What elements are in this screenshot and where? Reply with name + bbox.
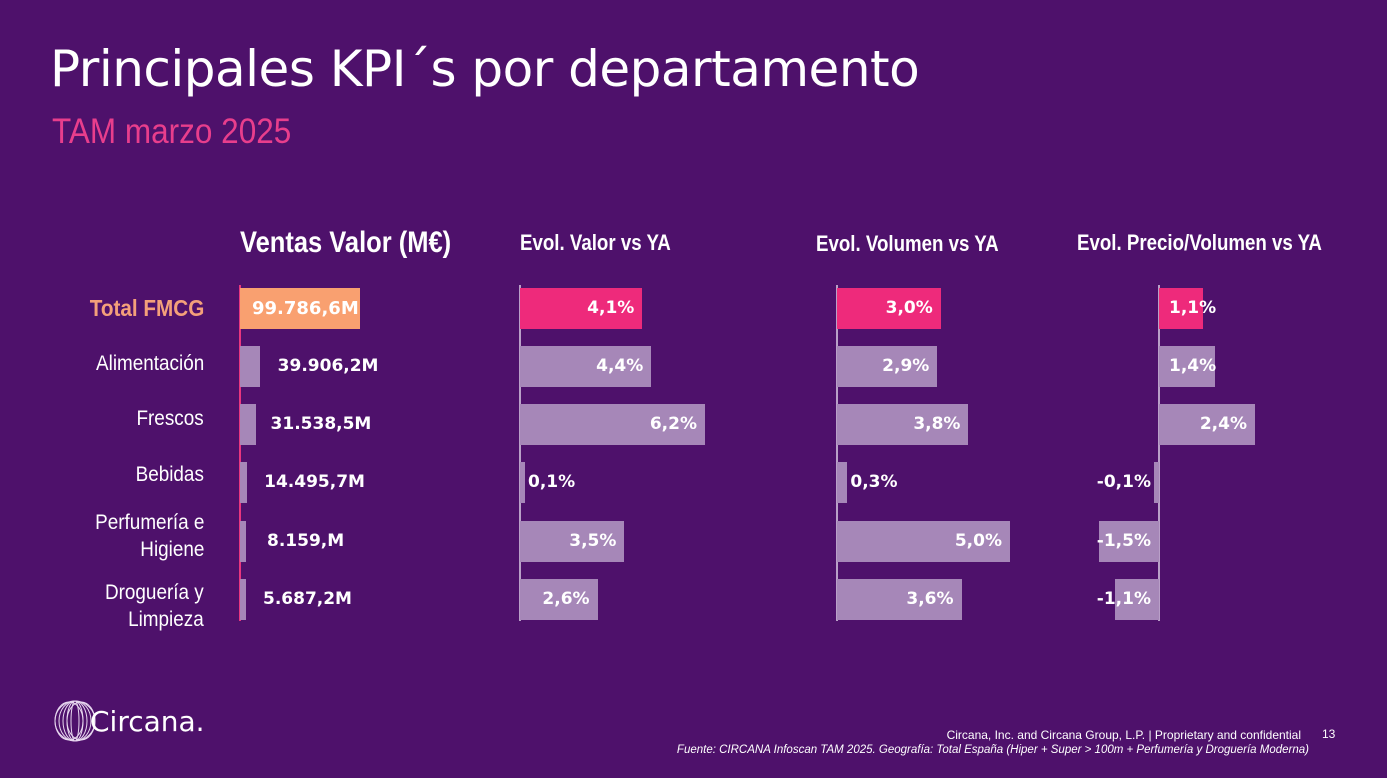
bar-evol-precio — [1099, 521, 1159, 562]
data-label-evol-valor: 3,5% — [569, 531, 617, 551]
bar-evol-precio — [1154, 462, 1159, 503]
data-label-evol-valor: 4,1% — [587, 298, 635, 318]
bar-ventas-valor — [240, 521, 246, 562]
page-subtitle: TAM marzo 2025 — [52, 112, 292, 151]
row-label-line: Limpieza — [128, 608, 204, 631]
bar-ventas-valor — [240, 404, 256, 445]
data-label-evol-volumen: 3,0% — [885, 298, 933, 318]
data-label-ventas-valor: 39.906,2M — [277, 356, 379, 376]
data-label-evol-precio: 1,1% — [1169, 298, 1217, 318]
circana-sphere-icon — [54, 700, 96, 742]
data-label-evol-precio: 2,4% — [1199, 414, 1247, 434]
bar-ventas-valor — [240, 462, 248, 503]
data-label-ventas-valor: 14.495,7M — [264, 472, 365, 492]
data-label-ventas-valor: 5.687,2M — [263, 589, 352, 609]
data-label-evol-valor: 6,2% — [649, 414, 697, 434]
source-note: Fuente: CIRCANA Infoscan TAM 2025. Geogr… — [676, 744, 1309, 756]
row-label: Frescos — [137, 405, 204, 432]
data-label-evol-volumen: 5,0% — [954, 531, 1002, 551]
bar-evol-valor — [520, 404, 705, 445]
row-label-line: Frescos — [136, 406, 204, 430]
data-label-evol-valor: 0,1% — [528, 472, 576, 492]
axis-line-evol-valor — [519, 285, 521, 621]
data-label-ventas-valor: 31.538,5M — [270, 414, 372, 434]
data-label-evol-precio: 1,4% — [1169, 356, 1217, 376]
column-header-evol-precio: Evol. Precio/Volumen vs YA — [1077, 230, 1322, 255]
data-label-evol-precio: -1,1% — [1096, 589, 1151, 609]
page-title: Principales KPI´s por departamento — [50, 40, 920, 98]
data-label-evol-precio: -0,1% — [1096, 472, 1151, 492]
bar-evol-valor — [520, 462, 525, 503]
bar-evol-valor — [520, 521, 625, 562]
column-header-evol-volumen: Evol. Volumen vs YA — [816, 231, 999, 256]
bar-evol-precio — [1159, 346, 1215, 387]
circana-logo: Circana. — [52, 698, 205, 744]
bar-evol-valor — [520, 579, 598, 620]
row-label-line: Alimentación — [95, 351, 204, 375]
column-header-evol-valor: Evol. Valor vs YA — [520, 230, 671, 255]
data-label-ventas-valor: 8.159,M — [267, 531, 345, 551]
logo-text: Circana. — [90, 704, 205, 738]
bar-evol-volumen — [837, 404, 969, 445]
bar-evol-volumen — [837, 346, 938, 387]
data-label-ventas-valor: 99.786,6M — [252, 298, 359, 319]
row-label: Droguería y Limpieza — [105, 579, 204, 633]
row-label: Total FMCG — [89, 295, 204, 322]
row-label-line: Bebidas — [135, 462, 204, 486]
row-label-line: Total FMCG — [89, 294, 204, 321]
data-label-evol-volumen: 2,9% — [882, 356, 930, 376]
data-label-evol-precio: -1,5% — [1096, 531, 1151, 551]
data-label-evol-valor: 4,4% — [596, 356, 644, 376]
bar-evol-valor — [520, 288, 643, 329]
legal-text: Circana, Inc. and Circana Group, L.P. | … — [946, 728, 1301, 742]
row-label: Perfumería e Higiene — [95, 509, 204, 563]
bar-evol-volumen — [837, 288, 941, 329]
page-number: 13 — [1322, 727, 1336, 741]
bar-evol-precio — [1159, 404, 1255, 445]
axis-line-evol-volumen — [836, 285, 838, 621]
row-label-line: Perfumería e — [94, 511, 204, 534]
data-label-evol-valor: 2,6% — [542, 589, 590, 609]
bar-evol-precio — [1115, 579, 1159, 620]
data-label-evol-volumen: 3,8% — [913, 414, 961, 434]
bar-evol-volumen — [837, 462, 848, 503]
bar-evol-volumen — [837, 521, 1010, 562]
row-label-line: Droguería y — [105, 581, 204, 604]
bar-evol-volumen — [837, 579, 962, 620]
bar-ventas-valor — [240, 579, 246, 620]
data-label-evol-volumen: 3,6% — [906, 589, 954, 609]
bar-evol-precio — [1159, 288, 1203, 329]
bar-ventas-valor — [240, 288, 360, 329]
bar-ventas-valor — [240, 346, 260, 387]
column-header-ventas-valor: Ventas Valor (M€) — [240, 226, 452, 259]
data-label-evol-volumen: 0,3% — [850, 472, 898, 492]
row-label: Alimentación — [96, 350, 204, 377]
axis-line-ventas-valor — [239, 285, 241, 621]
row-label: Bebidas — [136, 461, 204, 488]
row-label-line: Higiene — [139, 538, 204, 561]
axis-line-evol-precio — [1158, 285, 1160, 621]
bar-evol-valor — [520, 346, 652, 387]
